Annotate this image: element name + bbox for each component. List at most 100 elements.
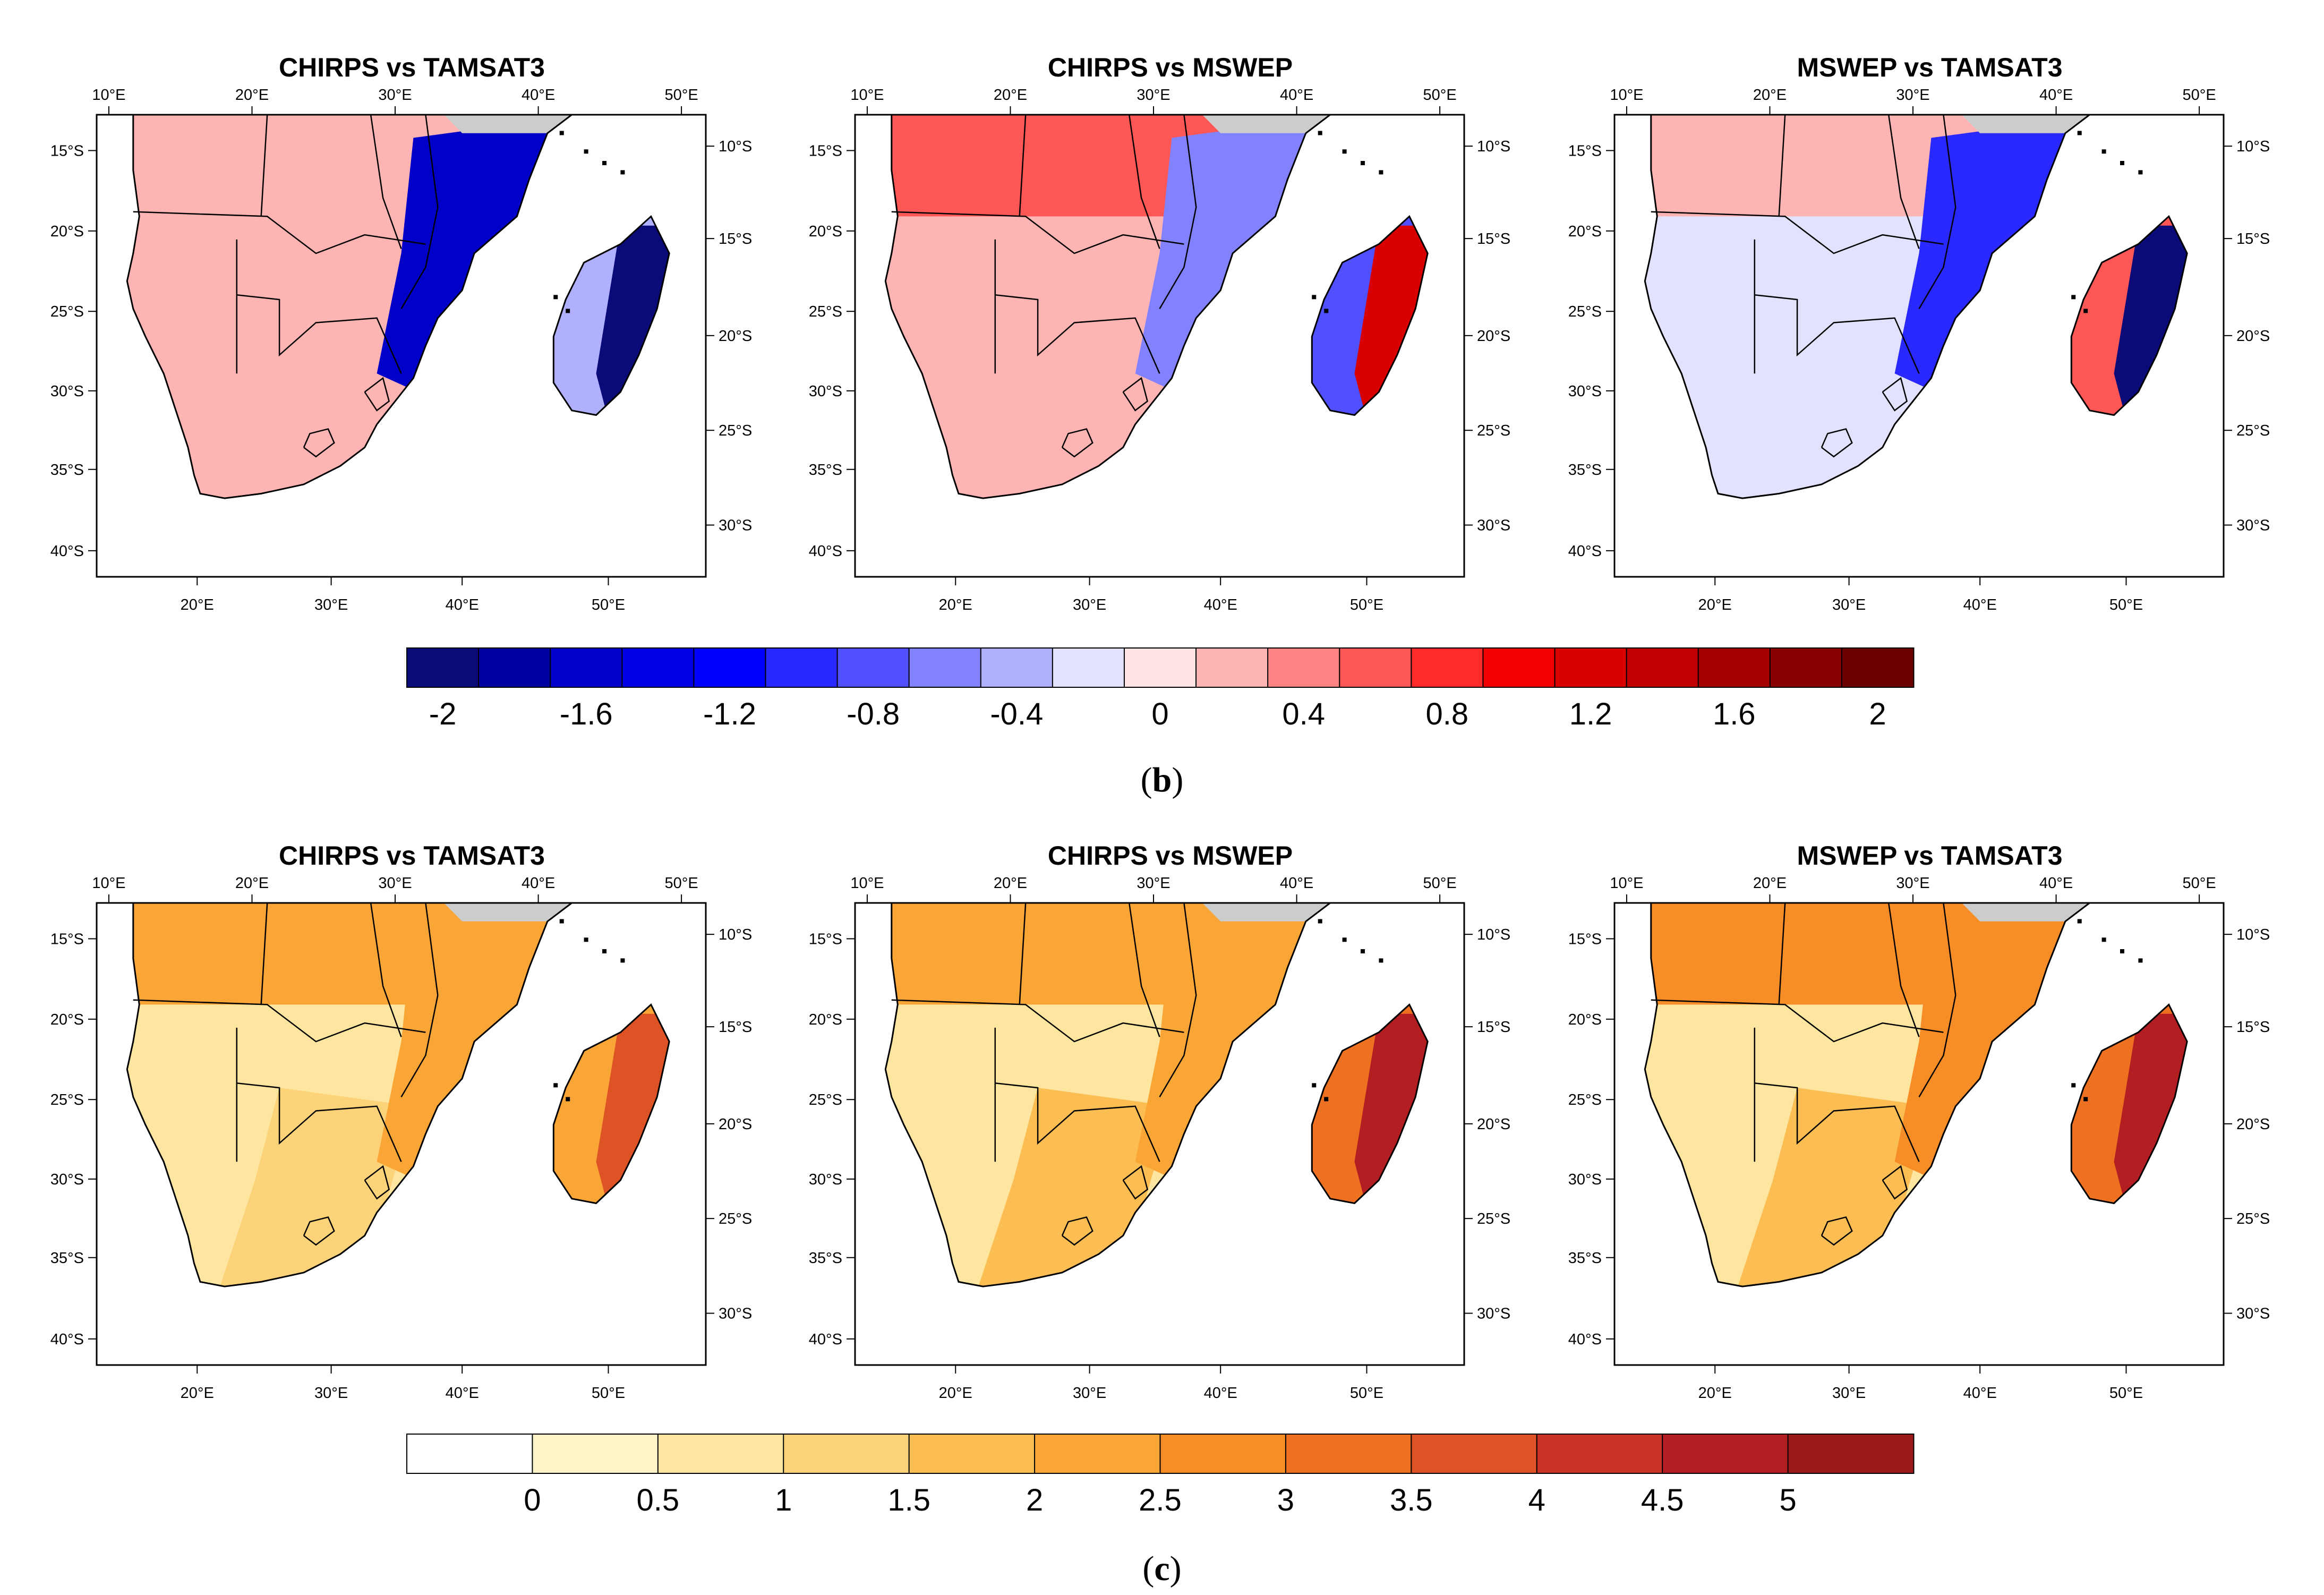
lat-tick-label: 15°S: [719, 1019, 752, 1036]
colorbar-swatch: [1787, 1434, 1915, 1474]
island: [2101, 937, 2106, 942]
colorbar-label: -1.6: [560, 697, 613, 731]
country-border: [303, 1216, 335, 1246]
colorbar-label: 4.5: [1641, 1483, 1684, 1517]
island: [2077, 131, 2082, 135]
lon-tick-label: 20°E: [939, 596, 972, 613]
lon-tick-label: 50°E: [2183, 87, 2216, 104]
island: [559, 919, 564, 924]
colorbar-label: 0.5: [637, 1483, 680, 1517]
lat-tick-label: 25°S: [2236, 1210, 2270, 1227]
colorbar-swatch: [550, 647, 623, 688]
lat-tick-label: 20°S: [1568, 223, 1602, 240]
colorbar-swatch: [1697, 647, 1771, 688]
coastline: [126, 114, 575, 499]
lon-tick-label: 30°E: [378, 875, 412, 892]
lon-tick-label: 50°E: [2183, 875, 2216, 892]
caption-letter: b: [1152, 761, 1172, 799]
madagascar-coastline: [1311, 215, 1429, 416]
colorbar-swatch: [1841, 647, 1915, 688]
map-panel-c-1: CHIRPS vs TAMSAT3 10°E 20°E 30°E 40°E 50°E 20°…: [50, 841, 752, 1402]
colorbar-label: -0.4: [990, 697, 1043, 731]
coastline: [1644, 114, 2092, 499]
colorbar-swatch: [1554, 647, 1628, 688]
country-border: [1019, 902, 1027, 1005]
lon-tick-label: 20°E: [235, 875, 269, 892]
no-data-region: [1202, 115, 1330, 133]
lon-tick-label: 20°E: [1753, 87, 1787, 104]
colorbar-label: 0: [524, 1483, 541, 1517]
lon-tick-label: 10°E: [92, 875, 125, 892]
island: [2077, 919, 2082, 924]
no-data-region: [443, 903, 572, 922]
lon-tick-label: 50°E: [1350, 1385, 1383, 1402]
country-border: [1128, 114, 1160, 249]
madagascar-coastline: [1311, 1003, 1429, 1205]
lat-tick-label: 35°S: [50, 1250, 84, 1267]
lat-tick-label: 15°S: [1568, 142, 1602, 159]
colorbar-swatch: [693, 647, 766, 688]
lon-tick-label: 40°E: [1963, 596, 1997, 613]
country-border: [1159, 902, 1197, 1098]
map-panel-c-2: CHIRPS vs MSWEP 10°E 20°E 30°E 40°E 50°E 20°E 3…: [809, 841, 1510, 1402]
colorbar-label: 0: [1151, 697, 1168, 731]
colorbar-swatch: [657, 1434, 784, 1474]
colorbar-swatch: [1482, 647, 1556, 688]
lat-tick-label: 25°S: [809, 1091, 842, 1108]
lon-tick-label: 10°E: [1610, 87, 1643, 104]
country-border: [1651, 999, 1944, 1043]
colorbar-swatch: [1769, 647, 1843, 688]
lat-tick-label: 10°S: [1477, 138, 1510, 155]
colorbar-label: 2: [1869, 697, 1886, 731]
colorbar-swatch: [532, 1434, 659, 1474]
country-border: [260, 902, 268, 1005]
colorbar-label: 1.2: [1569, 697, 1612, 731]
colorbar-c: 0 0.5 1 1.5 2 2.5 3 3.5 4 4.5 5: [406, 1434, 1915, 1517]
colorbar-label: 5: [1779, 1483, 1796, 1517]
colorbar-label: -2: [429, 697, 457, 731]
colorbar-swatch: [1626, 647, 1699, 688]
panel-title: CHIRPS vs TAMSAT3: [279, 841, 545, 871]
colorbar-swatch: [1052, 647, 1125, 688]
lon-tick-label: 40°E: [2039, 87, 2073, 104]
island: [1379, 170, 1383, 175]
colorbar-label: -0.8: [847, 697, 900, 731]
country-border: [1159, 114, 1197, 310]
lat-tick-label: 30°S: [50, 1171, 84, 1188]
lon-tick-label: 40°E: [1204, 1385, 1237, 1402]
country-border: [1918, 902, 1956, 1098]
country-border: [1061, 1216, 1093, 1246]
island: [1312, 1083, 1317, 1088]
island: [1342, 149, 1347, 154]
island: [584, 149, 588, 154]
island: [584, 937, 588, 942]
country-border: [1754, 294, 1920, 374]
lon-tick-label: 30°E: [1832, 1385, 1866, 1402]
country-border: [1122, 1165, 1149, 1200]
country-border: [1821, 1216, 1853, 1246]
lat-tick-label: 35°S: [809, 1250, 842, 1267]
country-border: [133, 999, 426, 1043]
lon-tick-label: 50°E: [665, 87, 698, 104]
lat-tick-label: 30°S: [1568, 1171, 1602, 1188]
coastline: [884, 114, 1333, 499]
lat-tick-label: 30°S: [1477, 517, 1510, 534]
lon-tick-label: 40°E: [522, 875, 555, 892]
island: [2101, 149, 2106, 154]
lat-tick-label: 20°S: [50, 1011, 84, 1028]
colorbar-swatch: [1034, 1434, 1161, 1474]
lon-tick-label: 40°E: [446, 596, 479, 613]
lon-tick-label: 40°E: [1280, 875, 1313, 892]
lon-tick-label: 20°E: [939, 1385, 972, 1402]
madagascar-east: [2114, 225, 2188, 415]
lon-tick-label: 40°E: [1963, 1385, 1997, 1402]
lat-tick-label: 30°S: [50, 383, 84, 400]
lat-tick-label: 35°S: [1568, 462, 1602, 479]
colorbar-label: 2: [1026, 1483, 1043, 1517]
island: [2120, 161, 2125, 165]
island: [2083, 309, 2088, 313]
colorbar-swatch: [908, 647, 982, 688]
madagascar-coastline: [552, 1003, 670, 1205]
lat-tick-label: 15°S: [719, 231, 752, 248]
